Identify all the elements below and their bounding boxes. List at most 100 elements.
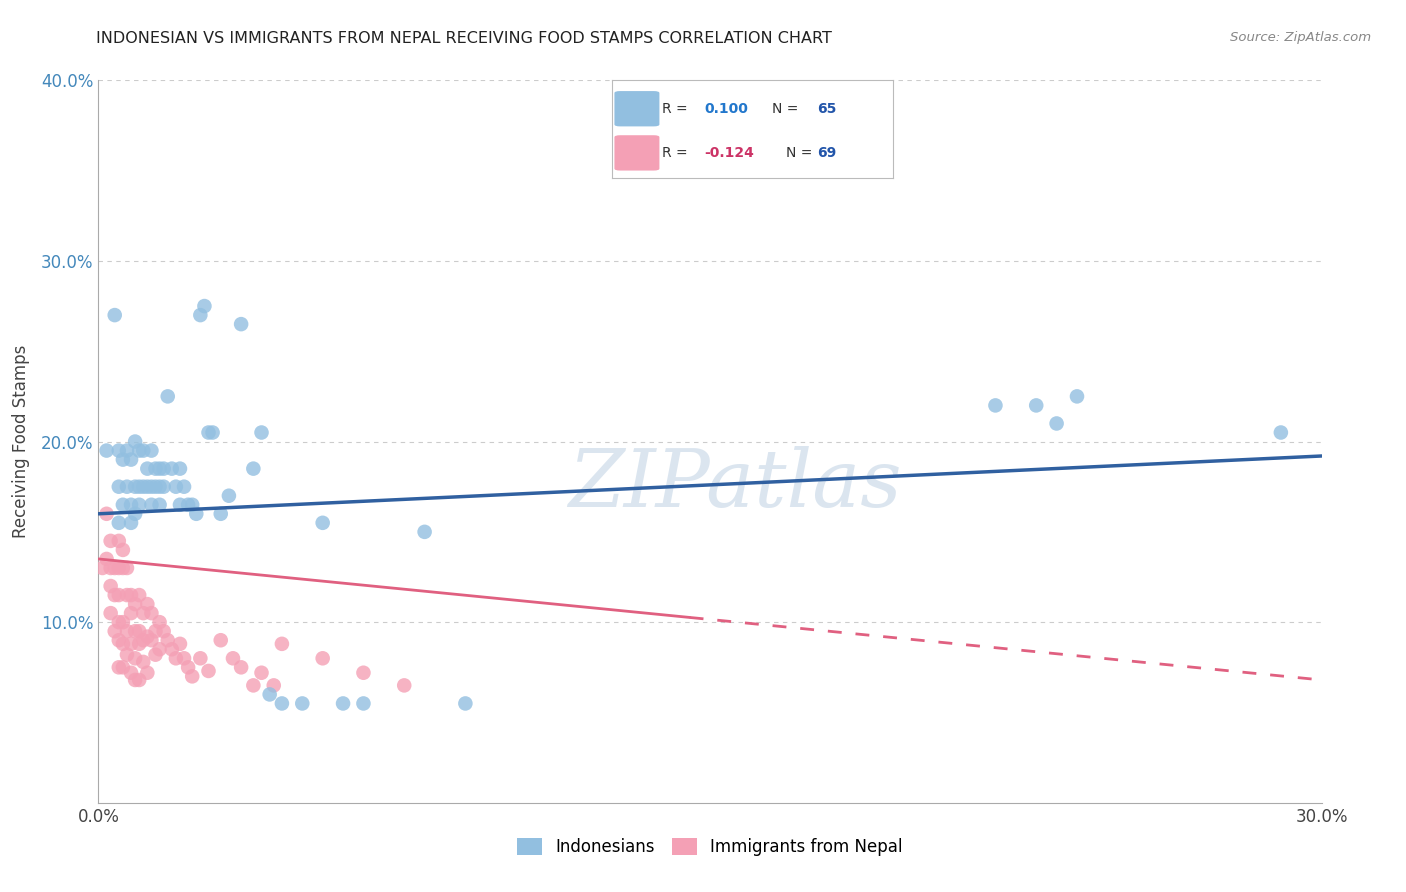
Point [312, 516, 335, 530]
Point [104, 624, 127, 639]
Text: N =: N = [772, 102, 803, 116]
Point [128, 673, 150, 687]
Point [141, 606, 163, 620]
Point [145, 480, 167, 494]
Point [124, 624, 146, 639]
Point [132, 480, 155, 494]
Point [152, 480, 174, 494]
Point [352, 697, 374, 711]
Point [108, 588, 131, 602]
Point [188, 651, 212, 665]
Point [124, 651, 146, 665]
Point [270, 637, 294, 651]
Point [111, 561, 134, 575]
Point [120, 606, 142, 620]
Point [250, 665, 273, 680]
Point [186, 507, 208, 521]
Point [165, 480, 187, 494]
Point [454, 697, 477, 711]
Point [250, 425, 273, 440]
Point [149, 642, 172, 657]
Point [128, 624, 150, 639]
Point [201, 425, 224, 440]
Point [120, 637, 142, 651]
Point [332, 697, 354, 711]
Text: Source: ZipAtlas.com: Source: ZipAtlas.com [1230, 31, 1371, 45]
Point [132, 443, 155, 458]
Text: ZIPatlas: ZIPatlas [568, 446, 901, 524]
Point [222, 651, 245, 665]
Point [352, 665, 374, 680]
Point [96, 552, 118, 566]
Point [177, 660, 200, 674]
Point [152, 461, 174, 475]
Point [242, 678, 264, 692]
Point [104, 588, 127, 602]
Point [111, 498, 134, 512]
Point [173, 651, 195, 665]
Point [120, 516, 142, 530]
Point [108, 633, 131, 648]
Point [160, 461, 183, 475]
Point [149, 615, 172, 630]
Point [111, 660, 134, 674]
Point [149, 480, 172, 494]
Point [218, 489, 240, 503]
Point [193, 299, 215, 313]
Y-axis label: Receiving Food Stamps: Receiving Food Stamps [11, 345, 30, 538]
Point [263, 678, 285, 692]
Point [120, 588, 142, 602]
Point [120, 498, 142, 512]
Point [1045, 417, 1069, 431]
Point [231, 317, 253, 331]
Point [231, 660, 253, 674]
Point [128, 480, 150, 494]
Point [124, 434, 146, 449]
Point [291, 697, 314, 711]
Point [699, 145, 721, 160]
Text: 69: 69 [817, 146, 837, 160]
Point [242, 461, 264, 475]
Point [120, 452, 142, 467]
Point [132, 655, 155, 669]
Point [124, 480, 146, 494]
Point [177, 498, 200, 512]
Point [108, 561, 131, 575]
Point [124, 673, 146, 687]
Point [169, 637, 191, 651]
Point [312, 651, 335, 665]
Point [141, 498, 163, 512]
Point [145, 648, 167, 662]
FancyBboxPatch shape [614, 91, 659, 127]
Text: -0.124: -0.124 [704, 146, 754, 160]
Point [128, 637, 150, 651]
Point [91, 561, 114, 575]
Point [96, 443, 118, 458]
Point [169, 498, 191, 512]
Point [984, 398, 1007, 412]
Point [197, 664, 219, 678]
Point [149, 498, 172, 512]
Point [209, 633, 232, 648]
Point [108, 443, 131, 458]
Point [413, 524, 436, 539]
Point [145, 461, 167, 475]
Point [259, 687, 281, 701]
Point [173, 480, 195, 494]
Point [149, 461, 172, 475]
Point [132, 606, 155, 620]
Point [128, 588, 150, 602]
Point [108, 660, 131, 674]
Point [136, 480, 159, 494]
Point [188, 308, 212, 322]
Legend: Indonesians, Immigrants from Nepal: Indonesians, Immigrants from Nepal [510, 831, 910, 863]
Point [128, 443, 150, 458]
Point [136, 665, 159, 680]
Point [156, 389, 179, 403]
Text: 0.100: 0.100 [704, 102, 748, 116]
Point [145, 624, 167, 639]
Point [160, 642, 183, 657]
Point [165, 651, 187, 665]
Point [115, 443, 138, 458]
Point [111, 542, 134, 557]
